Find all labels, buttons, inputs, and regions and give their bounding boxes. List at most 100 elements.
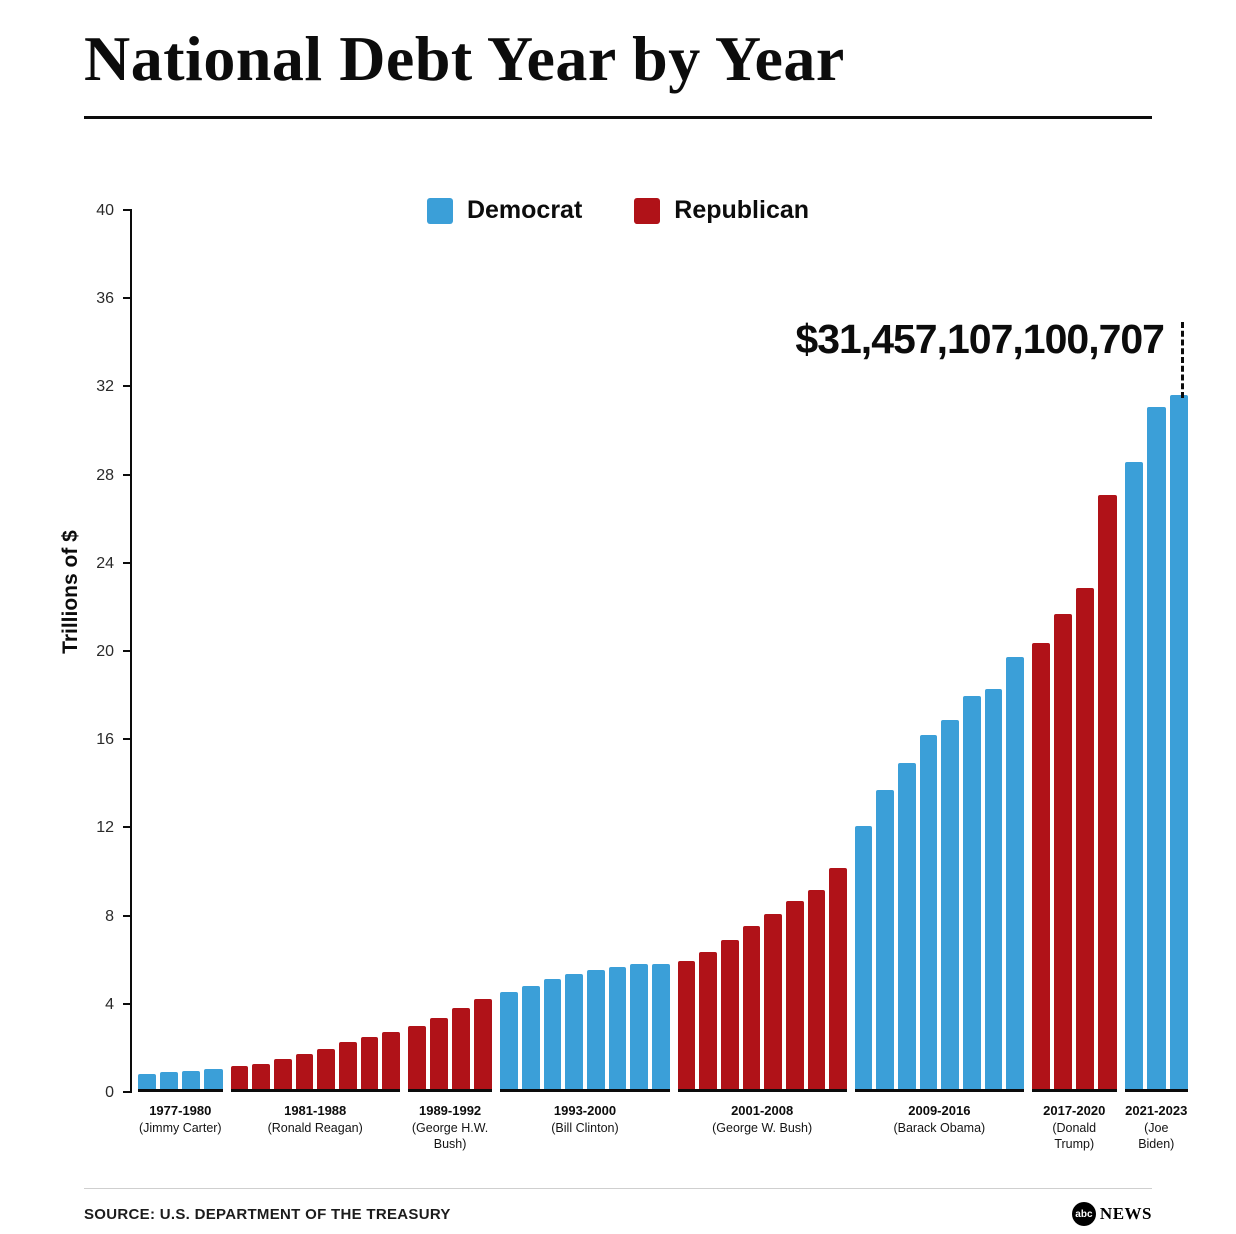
debt-bar [182, 1071, 201, 1089]
y-tick-mark [123, 738, 132, 741]
debt-bar [522, 986, 540, 1089]
president-name-label: (Ronald Reagan) [267, 1120, 363, 1135]
y-tick-label: 8 [105, 907, 114, 925]
debt-bar [876, 790, 895, 1089]
legend-label-republican: Republican [674, 196, 810, 224]
legend-item-republican: Republican [634, 196, 809, 225]
debt-bar [429, 1018, 449, 1089]
debt-bar [1124, 462, 1144, 1089]
y-tick-mark [123, 914, 132, 917]
term-years-label: 2001-2008 [731, 1103, 794, 1118]
debt-bar [273, 1059, 292, 1089]
debt-bar [587, 970, 605, 1089]
x-axis-group-label: 1989-1992 (George H.W. Bush) [408, 1102, 493, 1153]
x-axis-group-label: 2021-2023 (Joe Biden) [1125, 1102, 1188, 1153]
democrat-color-swatch [426, 197, 453, 224]
term-years-label: 1993-2000 [553, 1103, 617, 1118]
debt-bar [500, 992, 519, 1089]
news-wordmark: NEWS [1099, 1204, 1152, 1223]
debt-bar [720, 940, 739, 1089]
debt-bar [854, 826, 873, 1089]
y-tick-mark [123, 561, 132, 564]
debt-bar [1031, 643, 1051, 1089]
bars-area [138, 210, 1188, 1092]
y-tick-mark [123, 1091, 132, 1093]
title-divider [84, 116, 1152, 119]
debt-bar [742, 926, 761, 1089]
president-name-label: (Bill Clinton) [551, 1120, 619, 1135]
debt-bar [1054, 614, 1073, 1089]
page-title: National Debt Year by Year [84, 23, 845, 94]
debt-bar [1006, 657, 1024, 1089]
source-credit: SOURCE: U.S. DEPARTMENT OF THE TREASURY [84, 1206, 451, 1223]
x-axis-group-label: 2001-2008 (George W. Bush) [678, 1102, 847, 1153]
x-axis-labels: 1977-1980 (Jimmy Carter) 1981-1988 (Ronald … [138, 1102, 1188, 1153]
debt-bar [160, 1072, 179, 1089]
y-tick-label: 16 [96, 731, 114, 749]
debt-bar [677, 961, 696, 1089]
debt-bar [543, 979, 562, 1089]
president-name-label: (George W. Bush) [712, 1120, 813, 1135]
y-tick-label: 4 [105, 995, 114, 1013]
debt-bar [941, 720, 960, 1089]
y-tick-mark [123, 826, 132, 829]
president-name-label: (Barack Obama) [893, 1120, 986, 1135]
debt-bar [785, 901, 804, 1089]
abc-logo-icon: abc [1071, 1202, 1096, 1226]
x-axis-group-label: 2017-2020 (Donald Trump) [1032, 1102, 1117, 1153]
bar-group-2009-2016 [854, 657, 1024, 1092]
president-name-label: (Jimmy Carter) [138, 1120, 222, 1135]
term-years-label: 2021-2023 [1125, 1103, 1188, 1118]
debt-bar [1169, 395, 1188, 1089]
debt-total-annotation: $31,457,107,100,707 [795, 316, 1165, 362]
debt-bar [1147, 407, 1166, 1089]
debt-bar [230, 1066, 249, 1089]
bar-group-2001-2008 [677, 868, 847, 1092]
x-axis-group-label: 1981-1988 (Ronald Reagan) [231, 1102, 400, 1153]
debt-bar [984, 689, 1003, 1089]
legend-label-democrat: Democrat [466, 196, 583, 224]
debt-bar [204, 1069, 223, 1089]
y-tick-label: 28 [96, 466, 114, 484]
debt-bar [699, 952, 717, 1089]
y-tick-mark [123, 297, 132, 300]
y-tick-mark [123, 209, 132, 211]
debt-bar [1076, 588, 1095, 1089]
y-tick-mark [123, 385, 132, 388]
y-tick-label: 12 [96, 819, 114, 837]
debt-bar [252, 1064, 270, 1089]
term-years-label: 1981-1988 [284, 1103, 347, 1118]
president-name-label: (Joe Biden) [1138, 1120, 1175, 1152]
abc-news-logo: abc NEWS [1071, 1202, 1152, 1226]
footer-divider [84, 1188, 1152, 1189]
y-tick-label: 32 [96, 378, 114, 396]
term-years-label: 2017-2020 [1043, 1103, 1106, 1118]
debt-bar [651, 964, 670, 1089]
debt-bar [452, 1008, 471, 1089]
debt-bar [338, 1042, 357, 1089]
debt-bar [630, 964, 648, 1089]
debt-bar [829, 868, 847, 1089]
debt-bar [317, 1049, 335, 1089]
bar-group-1977-1980 [138, 1069, 223, 1092]
debt-bar [1098, 495, 1117, 1089]
debt-bar [382, 1032, 400, 1089]
bar-group-2021-2023 [1124, 395, 1188, 1092]
debt-bar [898, 763, 916, 1089]
y-axis: 0 4 8 12 16 20 24 28 32 36 40 [70, 202, 132, 1101]
debt-bar [919, 735, 938, 1089]
president-name-label: (Donald Trump) [1052, 1120, 1097, 1152]
debt-bar [295, 1054, 314, 1089]
x-axis-group-label: 2009-2016 (Barack Obama) [855, 1102, 1024, 1153]
debt-bar [565, 974, 583, 1089]
term-years-label: 1977-1980 [149, 1103, 212, 1118]
debt-bar [360, 1037, 379, 1089]
term-years-label: 2009-2016 [908, 1103, 971, 1118]
y-tick-label: 36 [96, 290, 114, 308]
debt-bar [764, 914, 782, 1089]
debt-bar [474, 999, 493, 1089]
x-axis-group-label: 1977-1980 (Jimmy Carter) [138, 1102, 223, 1153]
y-tick-label: 0 [105, 1084, 114, 1101]
debt-bar [807, 890, 826, 1089]
